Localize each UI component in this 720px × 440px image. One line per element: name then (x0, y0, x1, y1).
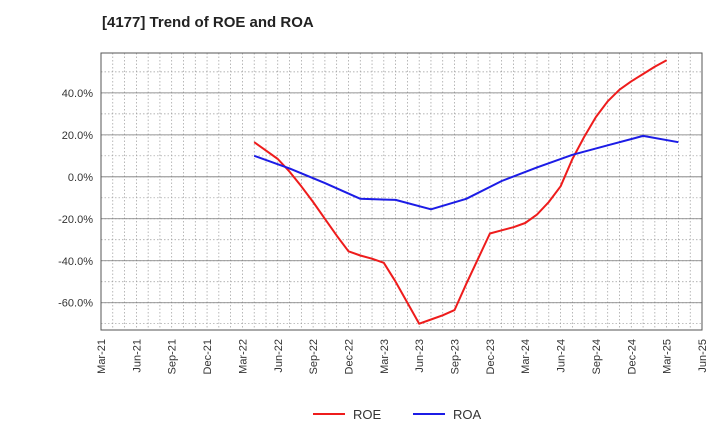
y-axis-ticks: -60.0% -40.0% -20.0% 0.0% 20.0% 40.0% (58, 88, 93, 310)
x-tick-label: Mar-24 (520, 339, 532, 374)
x-tick-label: Mar-25 (662, 339, 674, 374)
chart-title: [4177] Trend of ROE and ROA (102, 14, 314, 31)
x-axis-ticks: Mar-21 Jun-21 Sep-21 Dec-21 Mar-22 Jun-22 Sep-… (96, 339, 709, 374)
series-layer (253, 59, 679, 325)
y-tick-label: 20.0% (62, 130, 93, 142)
x-tick-label: Dec-24 (626, 339, 638, 374)
x-tick-label: Jun-21 (131, 339, 143, 373)
legend-label-roa: ROA (453, 407, 482, 422)
x-tick-label: Dec-22 (343, 339, 355, 374)
x-tick-label: Sep-22 (308, 339, 320, 374)
plot-border (100, 52, 703, 331)
y-tick-label: -60.0% (58, 298, 93, 310)
x-tick-label: Jun-23 (414, 339, 426, 373)
x-tick-label: Mar-23 (379, 339, 391, 374)
x-tick-label: Mar-21 (96, 339, 108, 374)
legend-label-roe: ROE (353, 407, 382, 422)
x-tick-label: Dec-21 (202, 339, 214, 374)
series-line-roa (253, 134, 679, 211)
y-tick-label: 40.0% (62, 88, 93, 100)
y-tick-label: -20.0% (58, 214, 93, 226)
series-line-roe (253, 59, 668, 325)
plot-frame (100, 52, 703, 331)
x-tick-label: Sep-23 (450, 339, 462, 374)
y-tick-label: 0.0% (68, 172, 93, 184)
x-tick-label: Sep-24 (591, 339, 603, 374)
x-tick-label: Jun-25 (697, 339, 709, 373)
x-tick-label: Jun-24 (556, 339, 568, 373)
x-tick-label: Sep-21 (167, 339, 179, 374)
x-tick-label: Dec-23 (485, 339, 497, 374)
x-tick-label: Mar-22 (237, 339, 249, 374)
grid-lines (100, 53, 703, 330)
x-tick-label: Jun-22 (273, 339, 285, 373)
y-tick-label: -40.0% (58, 256, 93, 268)
legend: ROE ROA (313, 407, 482, 422)
